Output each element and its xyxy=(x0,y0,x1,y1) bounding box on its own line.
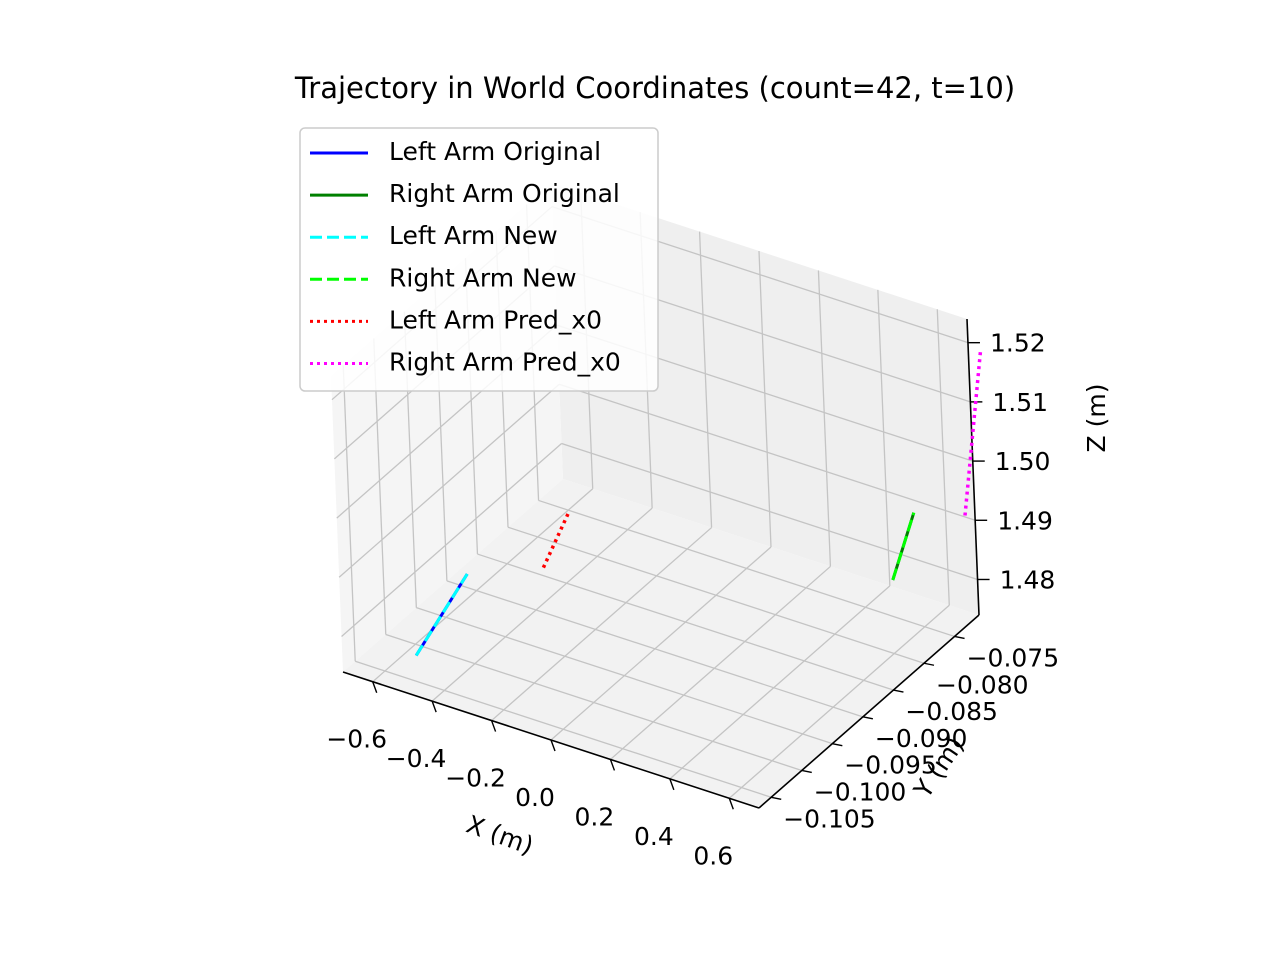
y-tick xyxy=(893,689,904,693)
legend-label-2: Left Arm New xyxy=(389,221,558,250)
z-axis-label: Z (m) xyxy=(1082,384,1111,453)
x-tick xyxy=(669,778,675,791)
tick-x: −0.4 xyxy=(386,744,447,773)
x-tick xyxy=(490,720,497,732)
tick-x: −0.6 xyxy=(326,725,387,754)
grid-line-y xyxy=(477,553,894,691)
y-tick xyxy=(862,716,874,720)
grid-line-y xyxy=(507,526,925,664)
grid-line-z xyxy=(341,442,562,637)
tick-z: 1.51 xyxy=(992,388,1048,417)
grid-line-x xyxy=(936,309,950,606)
grid-line-x xyxy=(550,546,772,741)
legend-label-5: Right Arm Pred_x0 xyxy=(389,348,621,377)
grid-line-x xyxy=(817,270,832,567)
tick-x: 0.0 xyxy=(515,783,555,812)
y-tick xyxy=(771,796,782,800)
tick-y: −0.090 xyxy=(875,724,968,753)
grid-line-y xyxy=(385,633,802,772)
legend-box xyxy=(299,127,659,392)
tick-x: 0.2 xyxy=(575,802,615,831)
y-tick xyxy=(801,769,812,774)
tick-z: 1.50 xyxy=(995,447,1051,476)
tick-y: −0.085 xyxy=(905,697,998,726)
grid-line-x xyxy=(669,585,891,780)
x-tick xyxy=(372,681,378,693)
x-axis-label: X (m) xyxy=(463,810,538,861)
grid-line-z xyxy=(561,442,978,581)
tick-z: 1.52 xyxy=(990,329,1046,358)
legend: Left Arm Original Right Arm Original Left … xyxy=(299,127,659,392)
grid-line-y xyxy=(355,660,772,798)
chart-title: Trajectory in World Coordinates (count=4… xyxy=(294,71,1015,105)
grid-line-y xyxy=(538,499,955,638)
tick-z: 1.49 xyxy=(997,506,1053,535)
x-tick xyxy=(431,700,437,713)
tick-y: −0.100 xyxy=(814,778,907,807)
tick-x: −0.2 xyxy=(445,764,506,793)
series-line-3 xyxy=(891,512,916,581)
tick-y: −0.105 xyxy=(783,804,876,833)
tick-y: −0.075 xyxy=(967,643,1060,672)
grid-line-x xyxy=(491,527,713,722)
tick-z: 1.48 xyxy=(1000,566,1056,595)
grid-line-x xyxy=(877,289,891,586)
grid-line-y xyxy=(446,580,864,718)
x-tick xyxy=(550,739,556,752)
grid-line-x xyxy=(698,231,713,528)
legend-label-3: Right Arm New xyxy=(389,263,577,292)
grid-line-z xyxy=(338,383,560,578)
series-group xyxy=(414,351,983,657)
legend-label-0: Left Arm Original xyxy=(389,137,601,166)
tick-y: −0.095 xyxy=(844,751,937,780)
x-tick xyxy=(609,759,616,771)
y-tick xyxy=(923,662,935,666)
legend-label-4: Left Arm Pred_x0 xyxy=(389,305,602,334)
grid-line-z xyxy=(558,383,976,521)
grid-line-y xyxy=(342,365,356,662)
grid-line-x xyxy=(728,604,950,799)
series-line-4 xyxy=(541,512,571,569)
grid-line-x xyxy=(609,565,831,760)
y-tick xyxy=(832,742,843,747)
x-tick xyxy=(728,798,734,810)
z-axis-line xyxy=(966,318,980,616)
tick-x: 0.6 xyxy=(693,841,733,870)
grid-line-x xyxy=(431,507,653,702)
y-axis-line xyxy=(758,614,980,809)
grid-line-y xyxy=(416,607,833,745)
grid-line-x xyxy=(372,488,594,683)
grid-line-x xyxy=(758,250,772,548)
series-line-0 xyxy=(414,573,469,657)
axis-ticks: −0.6−0.4−0.20.00.20.40.6−0.105−0.100−0.0… xyxy=(326,329,1059,871)
y-tick xyxy=(954,635,965,640)
tick-y: −0.080 xyxy=(936,670,1029,699)
tick-x: 0.4 xyxy=(634,822,674,851)
legend-label-1: Right Arm Original xyxy=(389,179,620,208)
